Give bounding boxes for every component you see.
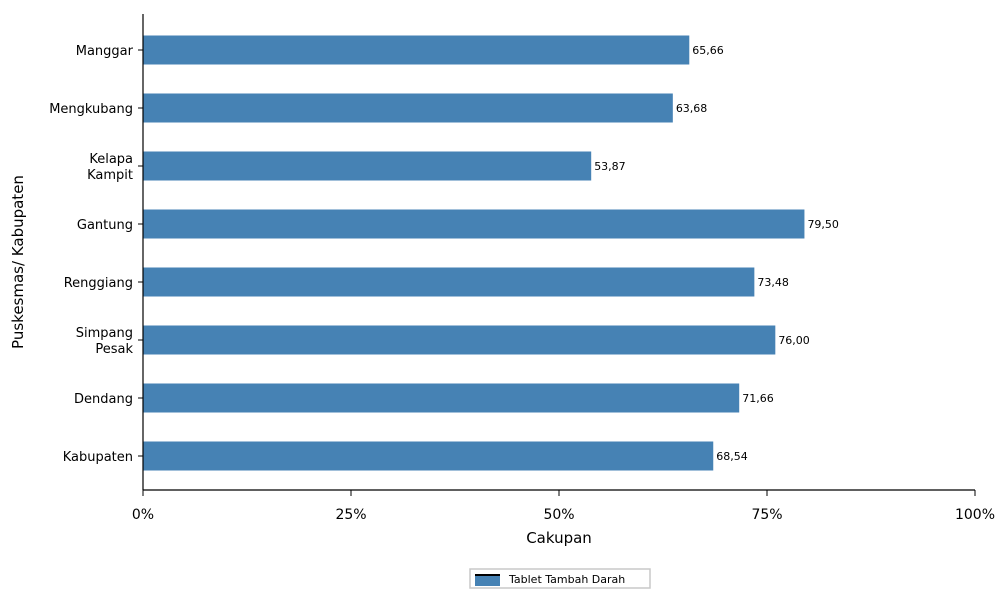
bar-renggiang bbox=[143, 267, 755, 297]
legend-swatch bbox=[475, 575, 500, 586]
x-tick-label: 100% bbox=[955, 507, 995, 523]
bar-manggar bbox=[143, 35, 690, 65]
x-tick-label: 50% bbox=[543, 507, 574, 523]
x-axis-title: Cakupan bbox=[526, 529, 592, 547]
category-labels: Manggar Mengkubang Kelapa Kampit Gantung Reng… bbox=[49, 44, 143, 465]
x-ticks: 0% 25% 50% 75% 100% bbox=[132, 490, 995, 523]
category-label: Manggar bbox=[76, 44, 134, 59]
value-label: 63,68 bbox=[676, 102, 708, 115]
category-label: Renggiang bbox=[64, 276, 133, 291]
value-label: 68,54 bbox=[716, 450, 748, 463]
bar-dendang bbox=[143, 383, 740, 413]
value-label: 53,87 bbox=[594, 160, 626, 173]
category-label: Mengkubang bbox=[49, 102, 133, 117]
value-label: 76,00 bbox=[778, 334, 810, 347]
value-label: 65,66 bbox=[692, 44, 724, 57]
bar-kelapa-kampit bbox=[143, 151, 592, 181]
legend-label: Tablet Tambah Darah bbox=[508, 573, 625, 586]
category-label: Kelapa Kampit bbox=[87, 152, 133, 183]
bar-kabupaten bbox=[143, 441, 714, 471]
category-label: Dendang bbox=[74, 392, 133, 407]
bar-gantung bbox=[143, 209, 805, 239]
bar-simpang-pesak bbox=[143, 325, 776, 355]
bar-mengkubang bbox=[143, 93, 673, 123]
x-tick-label: 0% bbox=[132, 507, 154, 523]
value-label: 79,50 bbox=[807, 218, 839, 231]
category-label: Gantung bbox=[77, 218, 133, 233]
legend-box bbox=[469, 568, 651, 589]
bars-group bbox=[143, 35, 805, 471]
category-label: Simpang Pesak bbox=[76, 326, 134, 357]
value-labels: 65,66 63,68 53,87 79,50 73,48 76,00 71,66 68,54 bbox=[594, 44, 839, 463]
value-label: 71,66 bbox=[742, 392, 774, 405]
x-tick-label: 75% bbox=[751, 507, 782, 523]
y-axis-title: Puskesmas/ Kabupaten bbox=[9, 175, 27, 349]
value-label: 73,48 bbox=[757, 276, 789, 289]
category-label: Kabupaten bbox=[63, 450, 133, 465]
x-tick-label: 25% bbox=[335, 507, 366, 523]
legend: Tablet Tambah Darah bbox=[469, 568, 651, 589]
